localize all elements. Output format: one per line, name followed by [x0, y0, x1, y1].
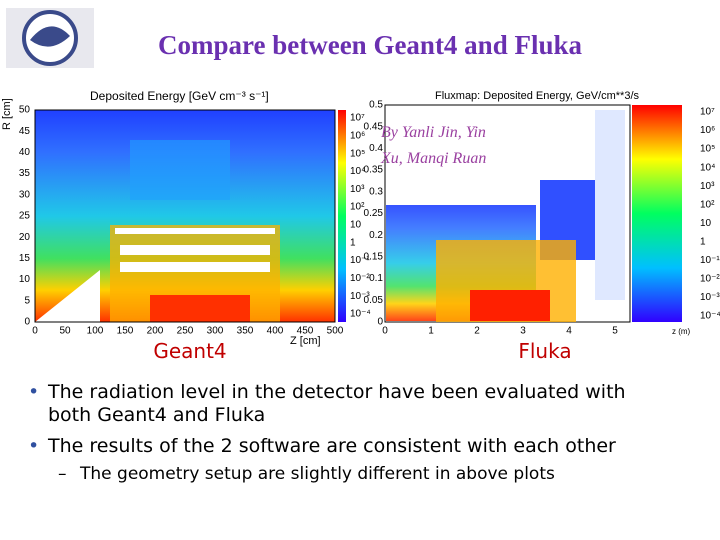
x-tick-label: 450 — [297, 326, 314, 337]
x-tick-label: 4 — [566, 326, 572, 337]
plot-caption: Geant4 — [153, 339, 226, 363]
colorbar-label: 10² — [700, 199, 715, 210]
colorbar-label: 10⁻² — [700, 274, 720, 285]
x-tick-label: 1 — [428, 326, 434, 337]
colorbar-label: 10⁶ — [700, 125, 715, 136]
bullet-dot: • — [28, 435, 39, 457]
x-tick-label: 350 — [237, 326, 254, 337]
x-tick-label: 400 — [267, 326, 284, 337]
y-tick-label: 0 — [24, 317, 30, 328]
bullet: both Geant4 and Fluka — [48, 404, 265, 426]
y-tick-label: 0.15 — [364, 252, 384, 263]
y-tick-label: 40 — [19, 147, 31, 158]
colorbar-label: 1 — [700, 236, 706, 247]
x-tick-label: 2 — [474, 326, 480, 337]
colorbar-label: 10 — [700, 218, 712, 229]
plot-heading: Deposited Energy [GeV cm⁻³ s⁻¹] — [90, 89, 269, 103]
colorbar-label: 1 — [350, 237, 356, 248]
y-tick-label: 0.35 — [364, 165, 384, 176]
fluka-plot: Fluxmap: Deposited Energy, GeV/cm**3/s z… — [384, 90, 691, 336]
colorbar-label: 10⁴ — [350, 166, 365, 177]
bullet: The radiation level in the detector have… — [47, 381, 626, 403]
y-tick-label: 0.5 — [369, 100, 383, 111]
colorbar-label: 10⁻¹ — [350, 255, 370, 266]
x-tick-label: 50 — [59, 326, 71, 337]
colorbar-label: 10⁷ — [350, 113, 365, 124]
y-tick-label: 0.3 — [369, 186, 383, 197]
x-tick-label: 300 — [207, 326, 224, 337]
bullets: • The radiation level in the detector ha… — [28, 381, 626, 484]
colorbar-label: 10⁻² — [350, 273, 370, 284]
x-tick-label: 500 — [327, 326, 344, 337]
y-tick-label: 5 — [24, 295, 30, 306]
bullet: The results of the 2 software are consis… — [47, 435, 616, 457]
title: Compare between Geant4 and Fluka — [158, 30, 583, 60]
x-tick-label: 0 — [382, 326, 388, 337]
annotation: By Yanli Jin, Yin — [381, 124, 486, 141]
sub-bullet: The geometry setup are slightly differen… — [79, 464, 555, 484]
colorbar-label: 10⁷ — [700, 107, 715, 118]
x-tick-label: 100 — [87, 326, 104, 337]
y-tick-label: 30 — [19, 189, 31, 200]
plot-caption: Fluka — [518, 339, 571, 363]
y-tick-label: 0.45 — [364, 121, 384, 132]
y-tick-label: 0 — [377, 317, 383, 328]
colorbar-label: 10³ — [700, 181, 715, 192]
x-tick-label: 200 — [147, 326, 164, 337]
x-axis-label: Z [cm] — [290, 335, 321, 347]
y-tick-label: 0.1 — [369, 273, 383, 284]
colorbar-label: 10⁶ — [350, 130, 365, 141]
x-tick-label: 5 — [612, 326, 618, 337]
x-tick-label: 150 — [117, 326, 134, 337]
y-tick-label: 0.2 — [369, 230, 383, 241]
colorbar-label: 10⁻¹ — [700, 255, 720, 266]
y-tick-label: 50 — [19, 105, 31, 116]
colorbar-label: 10⁵ — [700, 144, 715, 155]
y-tick-label: 10 — [19, 274, 31, 285]
annotation: Xu, Manqi Ruan — [380, 150, 486, 167]
colorbar-label: 10⁵ — [350, 148, 365, 159]
y-tick-label: 15 — [19, 253, 31, 264]
plot-heading: Fluxmap: Deposited Energy, GeV/cm**3/s — [435, 90, 639, 102]
colorbar-label: 10⁻³ — [700, 292, 720, 303]
colorbar-label: 10² — [350, 202, 365, 213]
colorbar-label: 10³ — [350, 184, 365, 195]
colorbar-label: 10⁴ — [700, 162, 715, 173]
y-tick-label: 0.4 — [369, 143, 383, 154]
bullet-dot: • — [28, 381, 39, 403]
x-axis-label: z (m) — [672, 327, 691, 336]
geant4-plot: Deposited Energy [GeV cm⁻³ s⁻¹] R [cm] Z… — [1, 89, 346, 347]
x-tick-label: 3 — [520, 326, 526, 337]
colorbar-label: 10⁻⁴ — [350, 309, 371, 320]
colorbar-label: 10⁻⁴ — [700, 311, 720, 322]
colorbar-label: 10⁻³ — [350, 291, 370, 302]
y-tick-label: 35 — [19, 168, 31, 179]
sub-bullet-dash: – — [58, 464, 67, 484]
x-tick-label: 0 — [32, 326, 38, 337]
y-tick-label: 25 — [19, 211, 31, 222]
y-tick-label: 0.05 — [364, 295, 384, 306]
y-tick-label: 45 — [19, 126, 31, 137]
colorbar-label: 10 — [350, 220, 362, 231]
y-tick-label: 0.25 — [364, 208, 384, 219]
x-tick-label: 250 — [177, 326, 194, 337]
logo — [6, 8, 94, 68]
y-axis-label: R [cm] — [1, 98, 13, 130]
y-tick-label: 20 — [19, 232, 31, 243]
